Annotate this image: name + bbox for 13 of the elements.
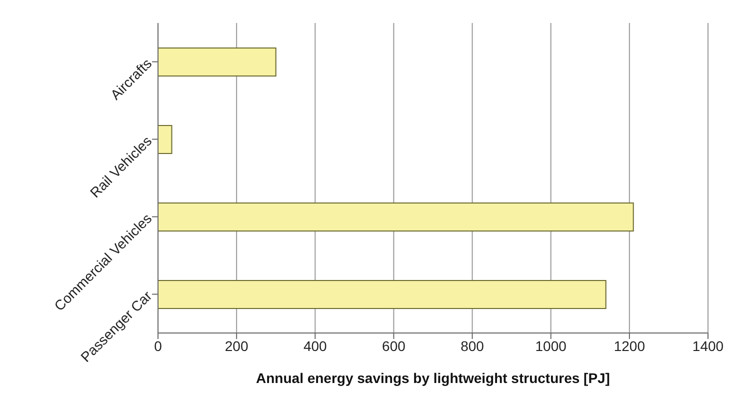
bar (158, 48, 276, 76)
bar (158, 280, 606, 309)
x-tick-label: 600 (382, 338, 406, 354)
x-tick-label: 200 (224, 338, 248, 354)
x-tick-label: 1200 (614, 338, 646, 354)
x-tick-label: 400 (303, 338, 328, 354)
x-tick-label: 800 (460, 338, 484, 354)
x-tick-label: 1400 (692, 338, 724, 354)
bar (158, 202, 634, 232)
x-axis-title: Annual energy savings by lightweight structures [PJ] (256, 370, 610, 386)
x-tick-label: 1000 (535, 338, 567, 354)
bar (158, 125, 172, 154)
x-tick-label: 0 (154, 338, 162, 354)
